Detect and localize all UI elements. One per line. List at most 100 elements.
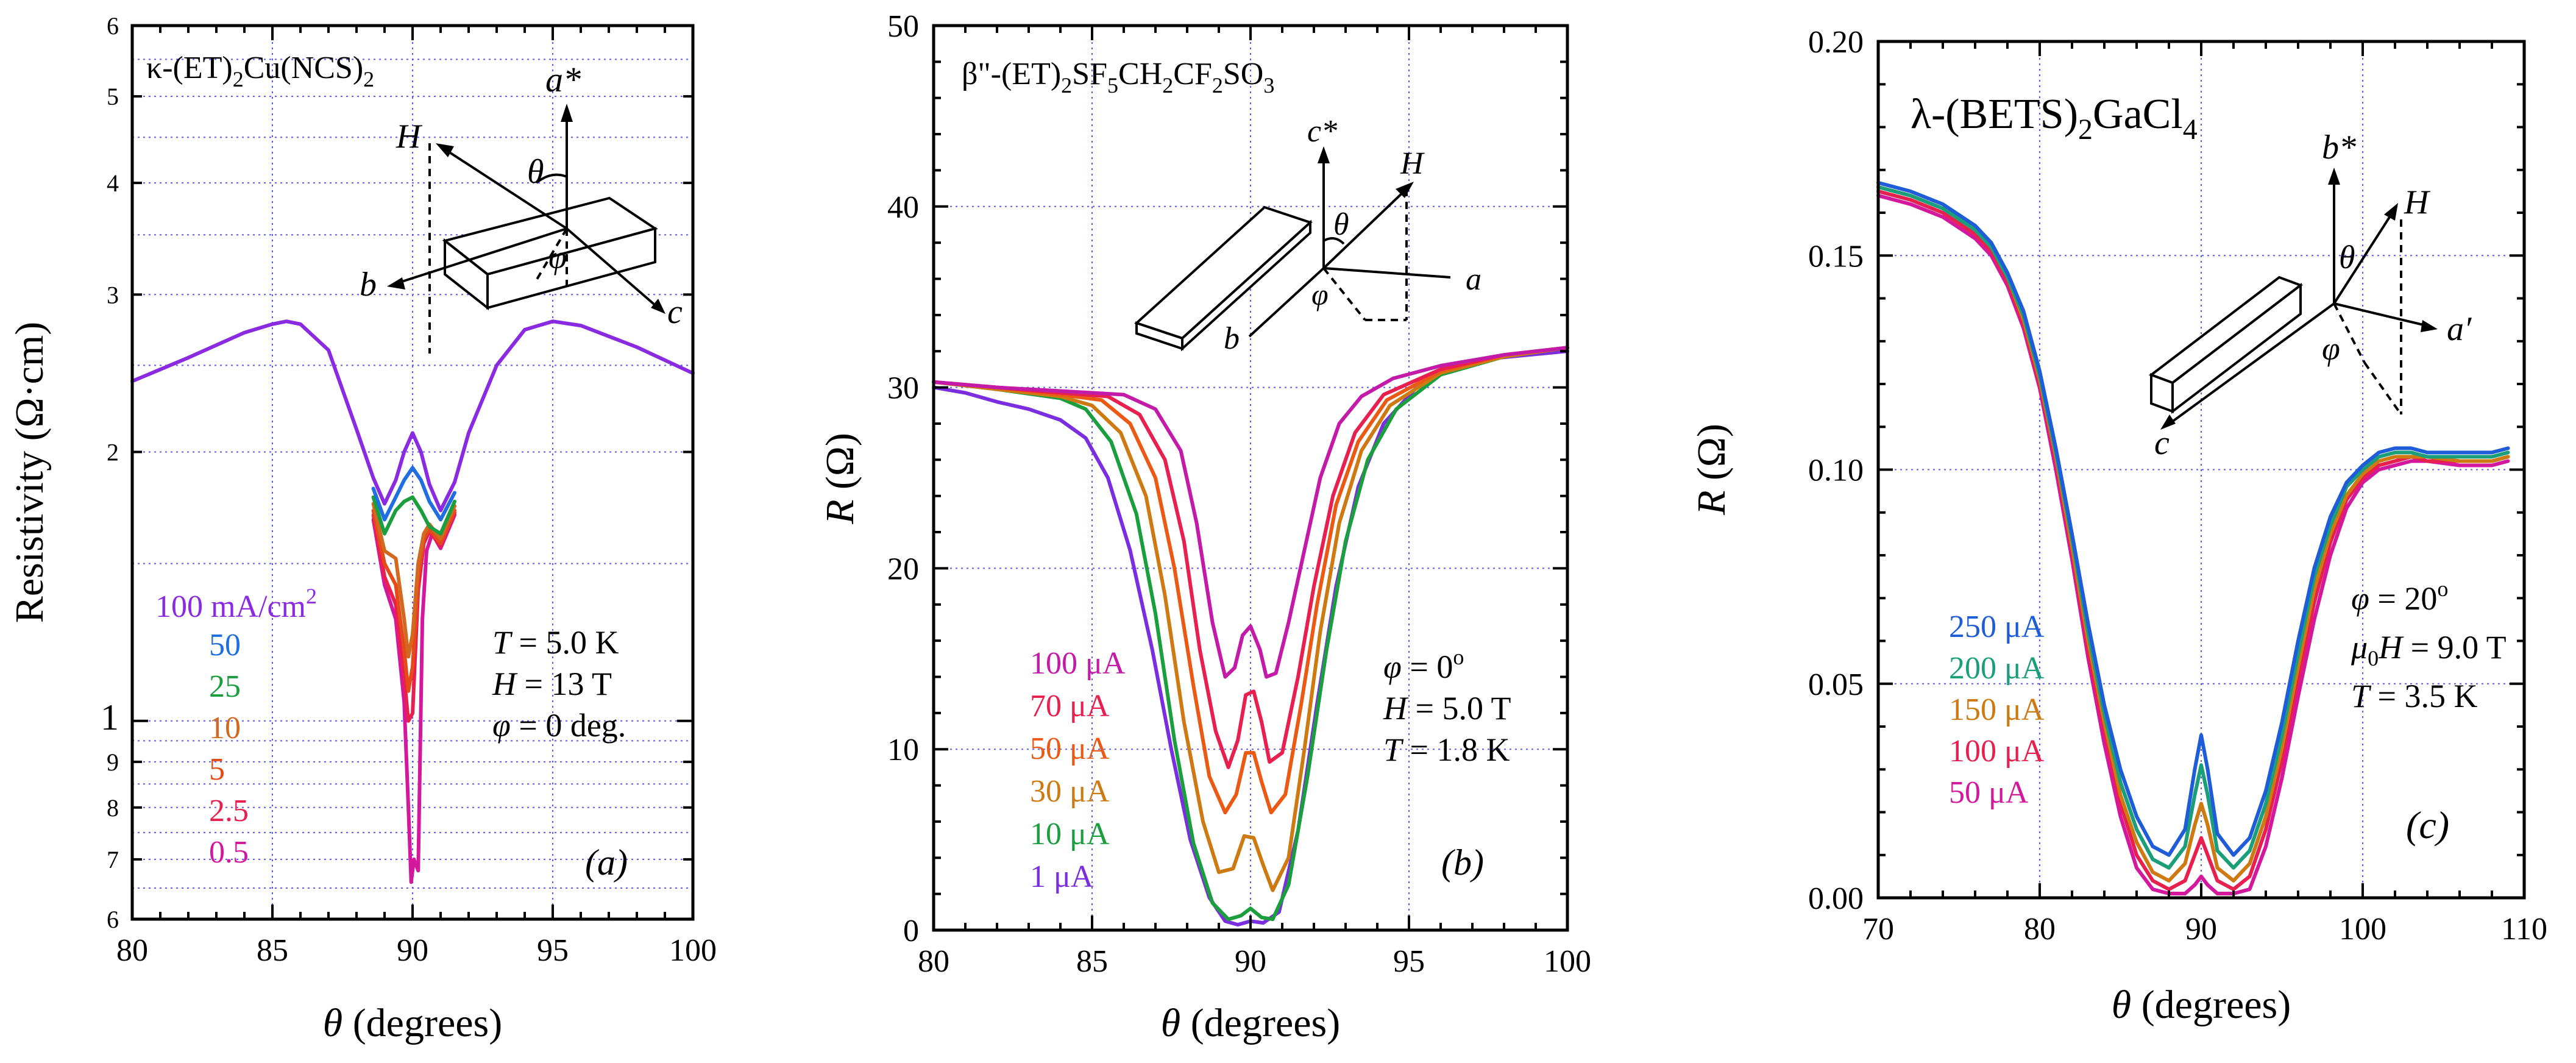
title-subscript: 2: [1061, 73, 1072, 98]
panel-c-curves: [1876, 180, 2510, 895]
panel-a-xlabel: θ (degrees): [323, 1001, 502, 1045]
condition-symbol: φ: [2351, 580, 2369, 617]
series-line-250-μA: [1876, 180, 2510, 857]
panel-c-tag: (c): [2406, 803, 2449, 847]
panel-b-conditions: φ = 0o H = 5.0 T T = 1.8 K: [1383, 645, 1511, 768]
x-tick-label: 80: [918, 944, 949, 979]
condition-symbol: T: [1383, 731, 1404, 768]
title-subscript: 2: [233, 67, 244, 91]
condition-text: = 20: [2369, 580, 2437, 617]
legend-item: 100 μA: [1949, 734, 2045, 769]
panel-a-ticks: 80 85 90 95 100 6 7 8 9 1 2 3 4 5 6: [101, 12, 717, 968]
condition-symbol: H: [492, 666, 518, 702]
title-text: CF: [1173, 57, 1212, 91]
panel-a-conditions: T = 5.0 K H = 13 T φ = 0 deg.: [492, 624, 626, 744]
y-tick-label: 0.15: [1808, 239, 1864, 274]
inset-label: H: [2404, 183, 2430, 221]
panel-c-inset-diagram: b* H θ a′ φ c: [2148, 129, 2472, 462]
title-text: SO: [1223, 57, 1263, 91]
title-text: GaCl: [2093, 91, 2183, 138]
series-line-10-μA: [932, 346, 1569, 922]
condition-text: = 5.0 K: [511, 624, 619, 661]
condition-text: = 1.8 K: [1402, 731, 1510, 768]
legend-item: 100 μA: [1030, 646, 1126, 681]
inset-label: θ: [527, 153, 544, 191]
y-tick-label: 0.05: [1808, 667, 1864, 702]
y-tick-label: 6: [107, 906, 119, 933]
condition-line: φ = 0 deg.: [492, 707, 626, 744]
legend-item: 50: [209, 628, 241, 663]
inset-label: θ: [2339, 239, 2355, 276]
condition-symbol: T: [492, 624, 513, 661]
series-line-100: [130, 319, 695, 513]
ylabel-symbol: R: [818, 500, 862, 525]
condition-line: T = 1.8 K: [1383, 731, 1510, 768]
condition-line: H = 5.0 T: [1383, 690, 1511, 727]
y-tick-label: 1: [101, 697, 119, 738]
x-tick-label: 70: [1862, 912, 1894, 947]
y-tick-label: 8: [107, 794, 119, 822]
title-text: Cu(NCS): [244, 51, 363, 85]
x-tick-label: 100: [669, 933, 717, 968]
panel-a-inset-diagram: a* θ H b c φ: [360, 60, 683, 354]
series-line-30-μA: [932, 346, 1569, 892]
y-tick-label: 50: [887, 9, 919, 44]
panel-b-grid: [933, 25, 1568, 931]
legend-item: 250 μA: [1949, 610, 2045, 644]
y-tick-label: 20: [887, 552, 919, 586]
panel-b-curves: [932, 346, 1569, 927]
panel-b-inset-diagram: c* H θ a φ b: [1134, 114, 1481, 356]
condition-sup: o: [1453, 645, 1464, 669]
x-tick-label: 95: [1393, 944, 1425, 979]
condition-text: = 3.5 K: [2369, 678, 2477, 714]
legend-item: 1 μA: [1030, 859, 1094, 894]
panel-c-ticks: 70 80 90 100 110 0.00 0.05 0.10 0.15 0.20: [1808, 25, 2547, 947]
condition-sup: o: [2437, 577, 2448, 601]
legend-unit: 100 mA/cm2: [155, 584, 317, 624]
x-tick-label: 85: [1076, 944, 1108, 979]
panel-b-ylabel: R (Ω): [818, 433, 862, 525]
title-text: β"-(ET): [962, 57, 1061, 91]
title-subscript: 2: [1162, 73, 1173, 98]
series-line-50-μA: [932, 346, 1569, 815]
inset-label: θ: [1333, 207, 1349, 242]
y-tick-label: 5: [107, 83, 119, 110]
title-text: λ-(BETS): [1911, 91, 2078, 138]
panel-c-conditions: φ = 20o μ0H = 9.0 T T = 3.5 K: [2351, 577, 2507, 714]
xlabel-symbol: θ: [2112, 983, 2131, 1027]
legend-item: 30 μA: [1030, 774, 1110, 809]
ylabel-symbol: R: [1689, 491, 1734, 516]
panel-c-legend: 250 μA 200 μA 150 μA 100 μA 50 μA: [1949, 610, 2045, 810]
y-tick-label: 0.00: [1808, 881, 1864, 916]
condition-symbol: T: [2351, 678, 2372, 714]
condition-line: T = 3.5 K: [2351, 678, 2478, 714]
legend-item: 5: [209, 752, 225, 787]
inset-label: H: [1400, 146, 1425, 181]
panel-a-curves: [130, 319, 695, 884]
title-text: CH: [1118, 57, 1162, 91]
x-tick-label: 80: [2024, 912, 2056, 947]
condition-symbol: φ: [492, 707, 511, 744]
condition-line: μ0H = 9.0 T: [2351, 629, 2507, 670]
series-line-70-μA: [932, 346, 1569, 769]
series-line-100-μA: [932, 346, 1569, 679]
condition-text: = 9.0 T: [2402, 629, 2506, 666]
panel-c-xlabel: θ (degrees): [2112, 983, 2291, 1027]
condition-symbol: H: [1383, 690, 1409, 727]
legend-item: 50 μA: [1030, 731, 1110, 766]
inset-label: φ: [548, 239, 567, 276]
inset-label: a′: [2447, 310, 2472, 348]
panel-b-legend: 100 μA 70 μA 50 μA 30 μA 10 μA 1 μA: [1030, 646, 1126, 894]
panel-a-legend: 100 mA/cm2 50 25 10 5 2.5 0.5: [155, 584, 317, 870]
title-subscript: 2: [2078, 113, 2093, 146]
y-tick-label: 3: [107, 281, 119, 308]
ylabel-text: (Ω): [818, 433, 862, 500]
title-subscript: 2: [363, 67, 374, 91]
condition-symbol: μ: [2351, 629, 2368, 666]
y-tick-label: 0.10: [1808, 453, 1864, 488]
legend-item: 50 μA: [1949, 775, 2029, 810]
condition-subscript: 0: [2368, 646, 2379, 670]
